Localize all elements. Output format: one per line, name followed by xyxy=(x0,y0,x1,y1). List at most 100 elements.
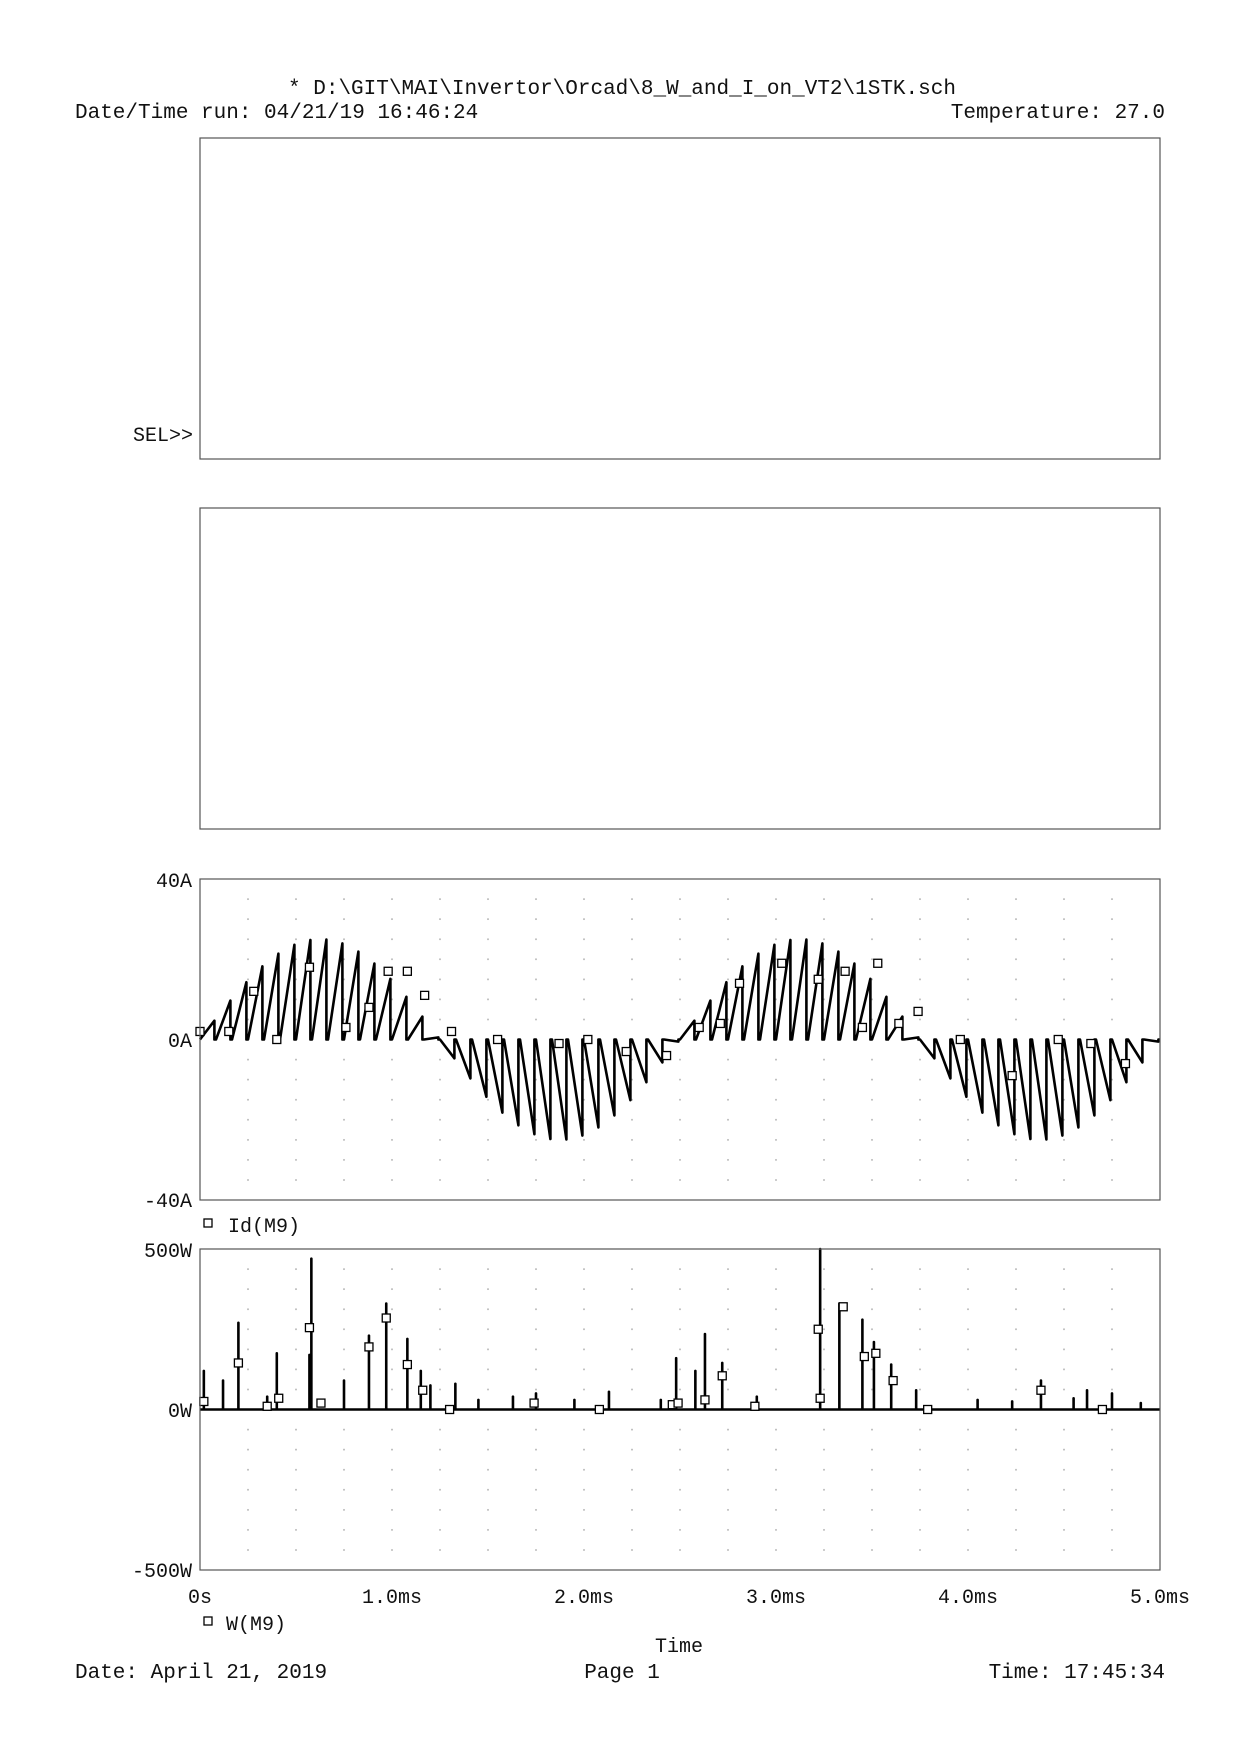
plot-2[interactable] xyxy=(199,507,1161,830)
grid-dot xyxy=(1063,1328,1065,1331)
grid-dot xyxy=(871,1428,873,1431)
grid-dot xyxy=(871,1328,873,1331)
grid-dot xyxy=(775,1548,777,1551)
grid-dot xyxy=(727,1508,729,1511)
grid-dot xyxy=(439,1528,441,1531)
series-w-m9-markers xyxy=(199,1302,1108,1415)
data-point xyxy=(529,1398,539,1408)
grid-dot xyxy=(583,1328,585,1331)
power-plot-frame xyxy=(199,1248,1161,1571)
grid-dot xyxy=(343,1428,345,1431)
grid-dot xyxy=(247,1388,249,1391)
grid-dot xyxy=(823,1058,825,1061)
grid-dot xyxy=(1111,1468,1113,1471)
grid-dot xyxy=(343,1488,345,1491)
grid-dot xyxy=(247,1078,249,1081)
grid-dot xyxy=(583,1468,585,1471)
grid-dot xyxy=(919,918,921,921)
grid-dot xyxy=(775,1098,777,1101)
data-point xyxy=(316,1398,326,1408)
grid-dot xyxy=(919,998,921,1001)
data-point xyxy=(304,1322,315,1333)
grid-dot xyxy=(775,1488,777,1491)
grid-dot xyxy=(1111,1548,1113,1551)
grid-dot xyxy=(439,1508,441,1511)
grid-dot xyxy=(439,1428,441,1431)
data-point xyxy=(840,966,850,976)
grid-dot xyxy=(775,1078,777,1081)
grid-dot xyxy=(679,1328,681,1331)
grid-dot xyxy=(295,1268,297,1271)
grid-dot xyxy=(535,958,537,961)
plot-1[interactable] xyxy=(199,137,1161,460)
data-point xyxy=(492,1034,503,1045)
grid-dot xyxy=(535,1488,537,1491)
grid-dot xyxy=(487,1308,489,1311)
grid-dot xyxy=(919,1268,921,1271)
grid-dot xyxy=(247,1158,249,1161)
grid-dot xyxy=(247,1548,249,1551)
grid-dot xyxy=(487,1018,489,1021)
grid-dot xyxy=(823,1078,825,1081)
grid-dot xyxy=(823,1158,825,1161)
grid-dot xyxy=(1015,1508,1017,1511)
grid-dot xyxy=(1111,1488,1113,1491)
grid-dot xyxy=(631,898,633,901)
file-path-title: * D:\GIT\MAI\Invertor\Orcad\8_W_and_I_on… xyxy=(288,78,956,101)
grid-dot xyxy=(247,1508,249,1511)
grid-dot xyxy=(727,1078,729,1081)
grid-dot xyxy=(871,1468,873,1471)
grid-dot xyxy=(679,1288,681,1291)
grid-dot xyxy=(295,1528,297,1531)
grid-dot xyxy=(583,938,585,941)
grid-dot xyxy=(967,1448,969,1451)
grid-dot xyxy=(247,1428,249,1431)
grid-dot xyxy=(1063,1138,1065,1141)
grid-dot xyxy=(535,1468,537,1471)
grid-dot xyxy=(631,978,633,981)
power-plot[interactable]: 500W 0W -500W 0s 1.0ms 2.0ms 3.0ms 4.0ms 5.0m… xyxy=(132,1241,1190,1610)
grid-dot xyxy=(295,1098,297,1101)
grid-dot xyxy=(391,1158,393,1161)
grid-dot xyxy=(775,1288,777,1291)
grid-dot xyxy=(1015,1428,1017,1431)
grid-dot xyxy=(343,1098,345,1101)
grid-dot xyxy=(919,1488,921,1491)
grid-dot xyxy=(967,1018,969,1021)
grid-dot xyxy=(535,1348,537,1351)
grid-dot xyxy=(679,1158,681,1161)
grid-dot xyxy=(343,898,345,901)
grid-dot xyxy=(631,1118,633,1121)
grid-dot xyxy=(823,1268,825,1271)
grid-dot xyxy=(631,1368,633,1371)
series-id-m9-markers xyxy=(195,958,1131,1081)
current-plot-frame xyxy=(199,878,1161,1201)
grid-dot xyxy=(775,1138,777,1141)
y-tick-0w: 0W xyxy=(168,1401,192,1424)
grid-dot xyxy=(871,1388,873,1391)
data-point xyxy=(777,958,787,968)
grid-dot xyxy=(1111,1138,1113,1141)
grid-dot xyxy=(919,1118,921,1121)
data-point xyxy=(815,1393,825,1403)
grid-dot xyxy=(487,1448,489,1451)
grid-dot xyxy=(1111,1178,1113,1181)
grid-dot xyxy=(727,1118,729,1121)
grid-dot xyxy=(247,898,249,901)
grid-dot xyxy=(535,1368,537,1371)
grid-dot xyxy=(727,1098,729,1101)
grid-dot xyxy=(487,1328,489,1331)
grid-dot xyxy=(535,978,537,981)
x-tick-label: 2.0ms xyxy=(554,1587,614,1610)
grid-dot xyxy=(295,1058,297,1061)
current-plot[interactable]: 40A 0A -40A xyxy=(144,871,1161,1214)
grid-dot xyxy=(871,1118,873,1121)
y-tick-0a: 0A xyxy=(168,1031,192,1054)
grid-dot xyxy=(1015,1348,1017,1351)
data-point xyxy=(304,962,315,972)
grid-dot xyxy=(391,898,393,901)
grid-dot xyxy=(679,938,681,941)
grid-dot xyxy=(823,1098,825,1101)
grid-dot xyxy=(1111,898,1113,901)
grid-dot xyxy=(631,1548,633,1551)
